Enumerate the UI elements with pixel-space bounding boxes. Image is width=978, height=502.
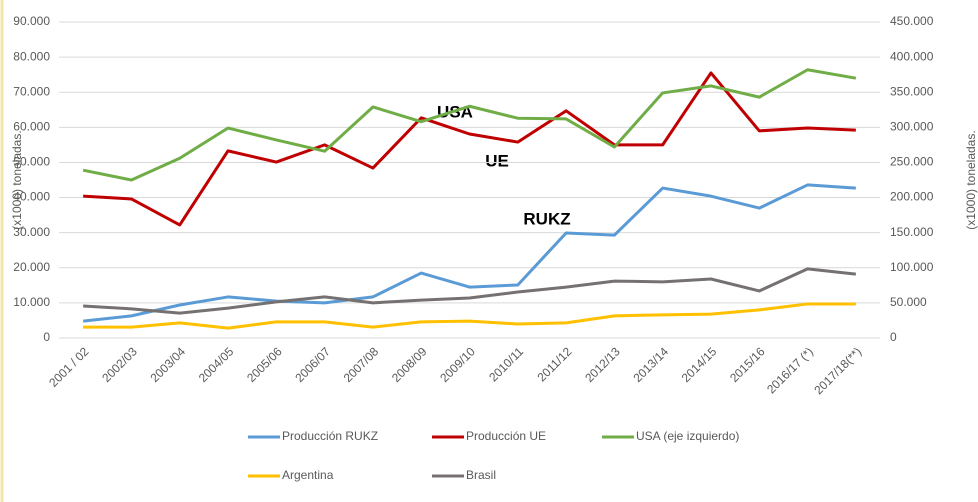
x-tick-label: 2015/16 (727, 344, 768, 385)
y2-tick-label: 0 (890, 330, 897, 344)
y2-tick-label: 450.000 (890, 14, 934, 28)
x-tick-label: 2017/18(**) (811, 344, 864, 397)
x-tick-label: 2016/17 (*) (764, 344, 816, 396)
x-tick-label: 2004/05 (196, 344, 237, 385)
y-tick-label: 30.000 (13, 225, 50, 239)
x-tick-label: 2003/04 (148, 344, 189, 385)
x-tick-label: 2006/07 (292, 344, 333, 385)
y-tick-label: 80.000 (13, 49, 50, 63)
y-tick-label: 0 (43, 330, 50, 344)
y-tick-label: 60.000 (13, 120, 50, 134)
x-tick-label: 2005/06 (244, 344, 285, 385)
series-line (82, 183, 856, 323)
x-tick-label: 2009/10 (437, 344, 478, 385)
series-line (83, 302, 856, 330)
y-tick-label: 20.000 (13, 260, 50, 274)
y2-tick-label: 300.000 (890, 120, 934, 134)
x-tick-label: 2013/14 (630, 344, 671, 385)
x-tick-label: 2002/03 (99, 344, 140, 385)
y-tick-label: 10.000 (13, 295, 50, 309)
legend-label: Brasil (466, 468, 496, 482)
y2-tick-label: 50.000 (890, 295, 927, 309)
y2-tick-label: 250.000 (890, 155, 934, 169)
x-tick-label: 2008/09 (389, 344, 430, 385)
y-tick-label: 90.000 (13, 14, 50, 28)
y2-tick-label: 200.000 (890, 190, 934, 204)
legend-label: Argentina (282, 468, 334, 482)
x-tick-label: 2007/08 (341, 344, 382, 385)
y2-tick-label: 350.000 (890, 84, 934, 98)
x-tick-label: 2011/12 (535, 344, 575, 384)
legend-label: Producción UE (466, 429, 546, 443)
series-line (82, 68, 857, 182)
x-tick-label: 2001 / 02 (46, 344, 92, 390)
legend-label: USA (eje izquierdo) (636, 429, 739, 443)
x-tick-label: 2014/15 (679, 344, 720, 385)
x-tick-label: 2010/11 (486, 344, 526, 384)
x-tick-label: 2012/13 (582, 344, 623, 385)
y-tick-label: 40.000 (13, 190, 50, 204)
legend-label: Producción RUKZ (282, 429, 378, 443)
annotation: RUKZ (523, 209, 570, 228)
y2-tick-label: 400.000 (890, 49, 934, 63)
series-line (83, 71, 856, 227)
annotation: UE (485, 151, 509, 170)
y-tick-label: 50.000 (13, 155, 50, 169)
y2-tick-label: 100.000 (890, 260, 934, 274)
y2-tick-label: 150.000 (890, 225, 934, 239)
y2-axis-label: (x1000) toneladas. (964, 130, 978, 229)
series-line (83, 267, 857, 315)
y-tick-label: 70.000 (13, 84, 50, 98)
y-axis-label: (x1000) toneladas. (10, 130, 24, 229)
